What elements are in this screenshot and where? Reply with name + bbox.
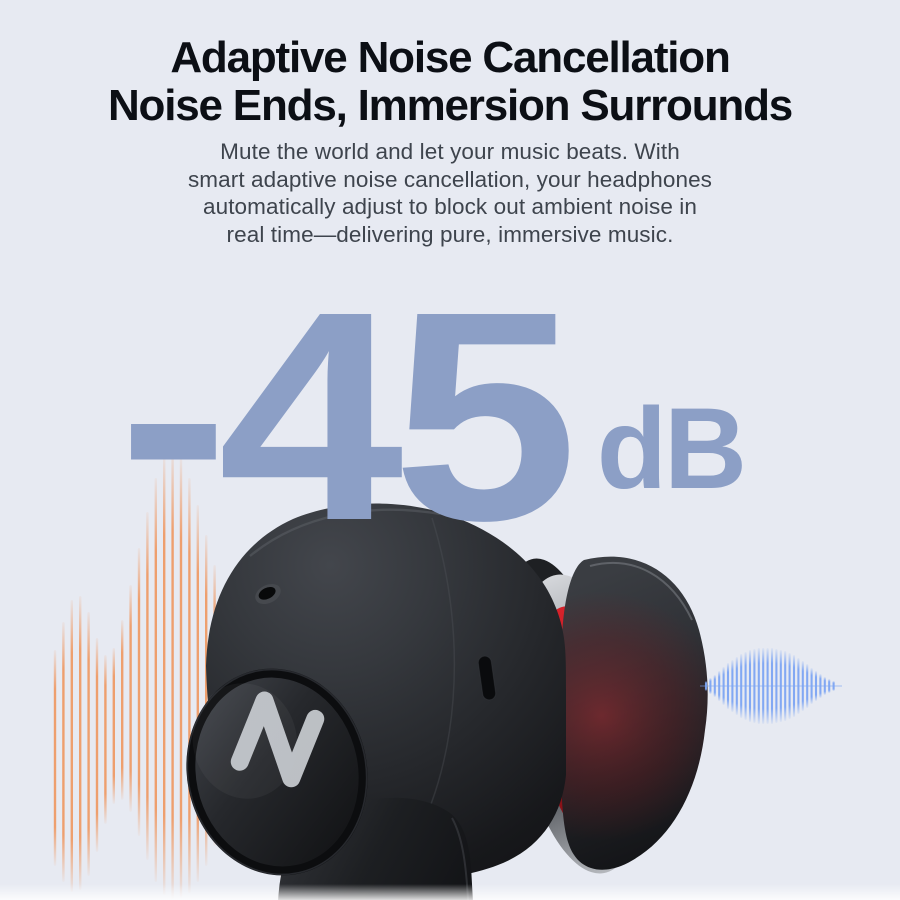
wave-line: [753, 649, 756, 723]
wave-line: [146, 512, 149, 860]
wave-line: [137, 548, 141, 836]
wave-line: [154, 478, 157, 882]
wave-line: [762, 648, 765, 724]
earbud-photo: [186, 503, 708, 900]
title-line-2: Noise Ends, Immersion Surrounds: [107, 81, 793, 130]
wave-line: [53, 650, 57, 866]
wave-line: [775, 649, 778, 723]
bottom-fade: [0, 884, 900, 900]
wave-line: [735, 657, 738, 715]
wave-line: [79, 596, 82, 890]
description-line: Mute the world and let your music beats.…: [220, 139, 680, 164]
wave-line: [722, 667, 725, 705]
wave-line: [770, 648, 774, 724]
wave-line: [112, 648, 115, 804]
wave-line: [828, 679, 831, 693]
noise-reduction-stat: -45 dB: [118, 250, 747, 583]
wave-line: [744, 652, 747, 720]
wave-line: [129, 585, 132, 812]
wave-line: [713, 675, 716, 697]
wave-line: [740, 654, 743, 718]
description-line: automatically adjust to block out ambien…: [202, 194, 698, 219]
stat-unit: dB: [596, 385, 747, 513]
wave-line: [62, 622, 65, 882]
wave-line: [709, 678, 712, 694]
wave-line: [819, 674, 822, 698]
description-line: smart adaptive noise cancellation, your …: [187, 166, 713, 192]
mic-hole: [255, 583, 281, 605]
brand-logo-icon: [230, 691, 325, 788]
description: Mute the world and let your music beats.…: [0, 138, 900, 248]
wave-line: [70, 600, 73, 892]
wave-line: [797, 658, 800, 714]
wave-line: [806, 664, 809, 708]
wave-line: [801, 661, 804, 711]
wave-line: [731, 660, 734, 712]
wave-line: [788, 653, 791, 719]
eartip-red-glow: [561, 556, 708, 870]
wave-line: [832, 681, 835, 691]
wave-line: [104, 655, 107, 824]
wave-line: [95, 638, 99, 852]
wave-line: [87, 612, 90, 876]
title-line-1: Adaptive Noise Cancellation: [170, 33, 731, 82]
wave-line: [814, 671, 818, 701]
vent-slot: [477, 655, 497, 701]
wave-line: [704, 681, 708, 691]
wave-line: [810, 668, 813, 704]
wave-line: [179, 458, 183, 898]
wave-line: [163, 456, 166, 895]
stat-value: -45: [118, 250, 578, 583]
page-title: Adaptive Noise Cancellation Noise Ends, …: [0, 34, 900, 130]
body-rim-light: [249, 508, 441, 557]
wave-line: [766, 648, 769, 724]
wave-line: [757, 648, 760, 724]
wave-line: [823, 677, 826, 695]
wave-line: [748, 650, 752, 722]
header: Adaptive Noise Cancellation Noise Ends, …: [0, 34, 900, 248]
description-line: real time—delivering pure, immersive mus…: [226, 221, 674, 247]
wave-line: [726, 663, 730, 709]
wave-line: [171, 450, 174, 899]
music-sound-wave: [700, 648, 842, 724]
wave-line: [121, 620, 124, 800]
eartip-highlight: [589, 561, 693, 621]
wave-line: [779, 650, 782, 722]
wave-line: [792, 655, 796, 717]
wave-line: [784, 651, 787, 721]
wave-line: [718, 671, 721, 701]
